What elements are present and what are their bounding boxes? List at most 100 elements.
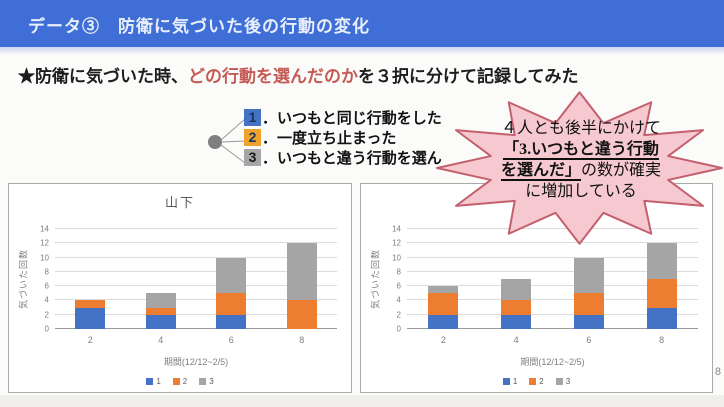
bar-segment-3: [216, 257, 247, 294]
legend-swatch-icon: [172, 378, 180, 385]
bar-stack: [196, 229, 267, 329]
bar-segment-3: [428, 286, 459, 294]
bar-stack: [267, 229, 338, 329]
bar-segment-2: [573, 293, 604, 315]
bar-segment-3: [145, 293, 176, 308]
bar-segment-3: [646, 243, 677, 279]
bottom-strip: [0, 395, 724, 407]
choice-item-3: 3 ．いつもと違う行動を選ん: [244, 147, 442, 167]
bar-segment-3: [286, 243, 317, 301]
bar-segment-2: [75, 300, 106, 308]
x-tick-label: 4: [513, 335, 519, 345]
legend-swatch-icon: [529, 378, 537, 385]
subtitle-suffix: を３択に分けて記録してみた: [358, 67, 579, 86]
gridline: [55, 242, 337, 244]
bar-segment-1: [428, 314, 459, 329]
starburst-callout: [435, 90, 724, 246]
connector-line: [220, 144, 246, 164]
chart-x-axis: 2 4 6 8: [55, 335, 337, 345]
callout-line-2: 「3.いつもと違う行動: [503, 141, 659, 160]
chart-y-axis: 0 2 4 6 8 10 12 14: [361, 225, 401, 334]
legend-label: 1: [512, 377, 518, 386]
chart-yamashita: 山下 0 2 4 6 8 10 12 14 気づいた回数 2 4 6 8 期間(12/12~2/5) 1 2 3: [8, 183, 352, 393]
bar-segment-2: [428, 293, 459, 315]
chart-x-axis-title: 期間(12/12~2/5): [520, 357, 585, 367]
legend-item: 3: [555, 377, 571, 386]
bar-segment-1: [573, 314, 604, 329]
gridline: [407, 270, 698, 272]
chart-title: 山下: [164, 195, 195, 210]
choice-label: ．いつもと同じ行動をした: [262, 109, 442, 127]
chart-bars: [407, 229, 698, 329]
choice-number-badge: 2: [244, 128, 261, 146]
choice-item-2: 2 ．一度立ち止まった: [244, 127, 442, 147]
y-tick-label: 0: [396, 324, 401, 334]
bar-stack: [553, 229, 626, 329]
y-tick-label: 4: [396, 295, 401, 305]
chart-plot-area: [55, 228, 338, 329]
x-tick-label: 2: [87, 335, 93, 345]
chart-x-axis-title: 期間(12/12~2/5): [163, 357, 229, 367]
y-tick-label: 8: [396, 267, 401, 277]
bar-segment-1: [646, 307, 677, 329]
bar-segment-1: [501, 314, 532, 329]
bar-segment-2: [646, 279, 677, 308]
gridline: [407, 285, 698, 287]
legend-label: 3: [565, 377, 571, 386]
y-tick-label: 14: [40, 224, 49, 234]
legend-label: 2: [182, 377, 188, 386]
y-tick-label: 14: [392, 224, 401, 234]
y-tick-label: 2: [44, 310, 49, 320]
gridline: [55, 256, 337, 258]
callout-text: ４人とも後半にかけて 「3.いつもと違う行動 を選んだ」の数が確実 に増加してい…: [448, 118, 714, 202]
bar-segment-2: [145, 307, 176, 315]
y-tick-label: 8: [44, 267, 49, 277]
y-tick-label: 12: [392, 238, 401, 248]
x-tick-label: 4: [158, 335, 164, 345]
slide-subtitle: ★防衛に気づいた時、どの行動を選んだのかを３択に分けて記録してみた: [18, 62, 579, 87]
callout-line-1: ４人とも後半にかけて: [500, 120, 661, 137]
y-tick-label: 6: [44, 281, 49, 291]
starburst-shape: [435, 91, 724, 245]
gridline: [407, 313, 698, 315]
bar-stack: [55, 229, 126, 329]
legend-item: 1: [146, 377, 161, 386]
choice-number-badge: 3: [244, 148, 261, 166]
x-tick-label: 8: [299, 335, 305, 345]
bar-segment-2: [216, 293, 247, 315]
subtitle-highlight: どの行動を選んだのか: [188, 67, 358, 86]
slide-title: データ③ 防衛に気づいた後の行動の変化: [28, 17, 370, 36]
legend-item: 3: [199, 377, 214, 386]
choice-number-badge: 1: [244, 108, 261, 126]
choices-connector-icon: [208, 118, 246, 164]
chart-legend: 1 2 3: [361, 377, 712, 386]
legend-swatch-icon: [502, 378, 510, 385]
chart-y-axis-title: 気づいた回数: [18, 248, 29, 310]
bar-stack: [625, 229, 698, 329]
choice-label: ．いつもと違う行動を選ん: [262, 149, 442, 167]
chart-plot-area: [407, 228, 698, 329]
y-tick-label: 12: [40, 238, 49, 248]
gridline: [55, 328, 337, 329]
legend-label: 3: [209, 377, 214, 386]
gridline: [55, 299, 337, 301]
y-tick-label: 0: [44, 324, 49, 334]
gridline: [407, 256, 698, 258]
x-tick-label: 6: [586, 335, 592, 345]
slide-header-bar: データ③ 防衛に気づいた後の行動の変化: [0, 0, 724, 47]
gridline: [407, 299, 698, 301]
legend-item: 2: [172, 377, 188, 386]
y-tick-label: 2: [396, 310, 401, 320]
bar-segment-2: [501, 300, 532, 315]
gridline: [407, 242, 698, 244]
chart-x-axis: 2 4 6 8: [407, 335, 698, 345]
x-tick-label: 6: [228, 335, 234, 345]
bar-segment-1: [216, 314, 247, 329]
legend-swatch-icon: [146, 378, 154, 385]
choice-label: ．一度立ち止まった: [262, 129, 397, 147]
x-tick-label: 2: [440, 335, 446, 345]
gridline: [55, 270, 337, 272]
legend-label: 2: [539, 377, 544, 386]
gridline: [55, 228, 337, 229]
